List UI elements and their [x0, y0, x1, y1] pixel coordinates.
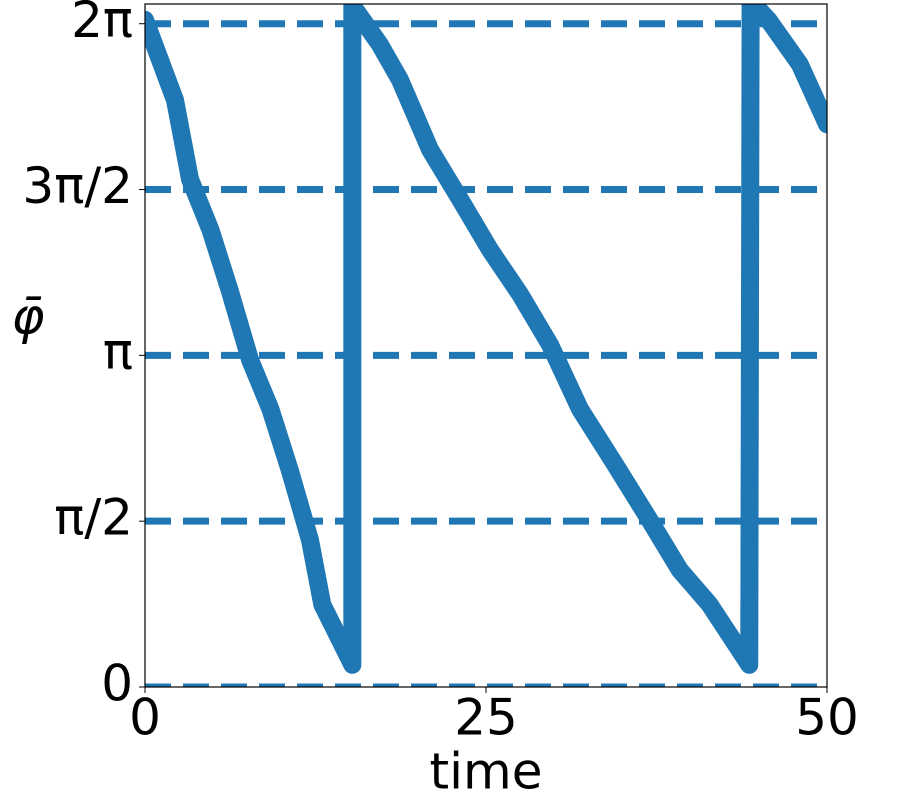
y-tick-label: 3π/2 [22, 157, 133, 215]
x-tick-label: 0 [129, 689, 161, 747]
x-axis-label: time [430, 743, 543, 801]
plot-frame [144, 3, 828, 688]
data-line [145, 4, 827, 674]
y-tick-label: 2π [71, 0, 133, 49]
y-axis-label: φ̄ [12, 288, 45, 346]
y-tick-label: π/2 [54, 489, 133, 547]
x-tick-label: 50 [795, 689, 859, 747]
x-tick-label: 25 [454, 689, 518, 747]
plot-area [145, 4, 827, 687]
y-tick-label: π [103, 323, 133, 381]
y-tick-label: 0 [101, 655, 133, 713]
